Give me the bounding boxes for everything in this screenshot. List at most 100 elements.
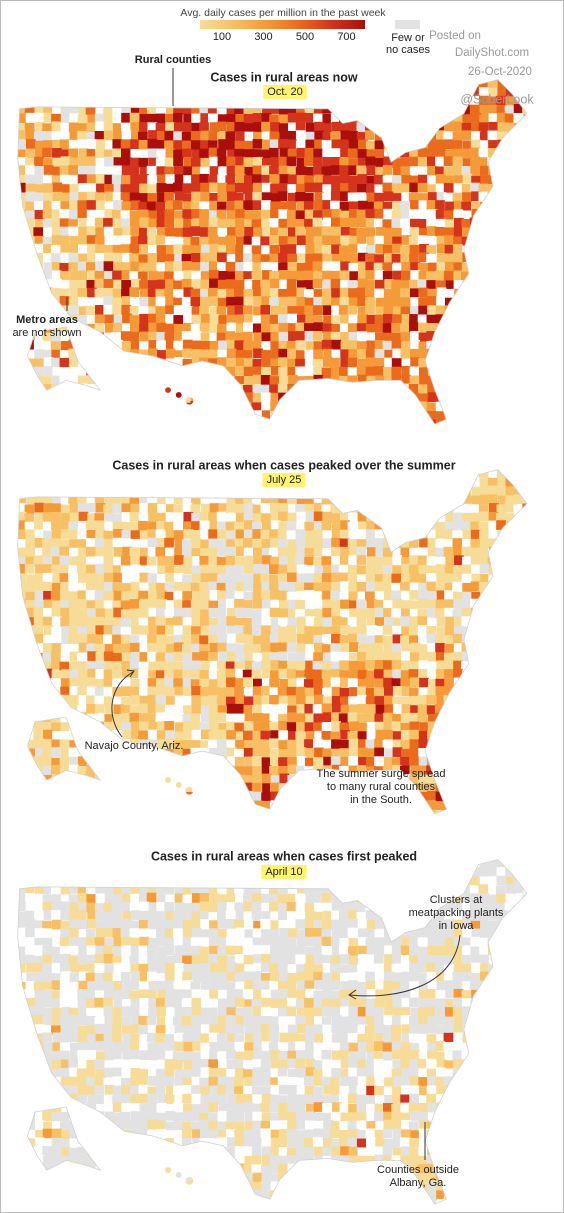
county-cell bbox=[182, 148, 192, 159]
county-cell bbox=[452, 512, 463, 523]
county-cell bbox=[148, 670, 158, 681]
county-cell bbox=[130, 503, 141, 514]
county-cell bbox=[87, 270, 98, 281]
county-cell bbox=[191, 608, 202, 618]
county-cell bbox=[340, 261, 350, 272]
county-cell bbox=[51, 113, 61, 124]
county-cell bbox=[59, 184, 70, 194]
county-cell bbox=[270, 209, 280, 220]
county-cell bbox=[69, 279, 80, 290]
county-cell bbox=[409, 314, 419, 324]
county-cell bbox=[391, 322, 401, 333]
county-cell bbox=[252, 182, 263, 193]
county-cell bbox=[419, 538, 429, 549]
county-cell bbox=[182, 494, 193, 505]
county-cell bbox=[104, 644, 115, 654]
county-cell bbox=[295, 130, 306, 140]
county-cell bbox=[261, 668, 272, 679]
county-cell bbox=[426, 235, 436, 246]
county-cell bbox=[59, 756, 70, 767]
county-cell bbox=[95, 582, 106, 593]
county-cell bbox=[52, 105, 62, 115]
county-cell bbox=[427, 323, 438, 333]
county-cell bbox=[86, 573, 97, 583]
county-cell bbox=[68, 565, 79, 575]
county-cell bbox=[235, 546, 246, 557]
county-cell bbox=[331, 600, 341, 610]
county-cell bbox=[338, 713, 349, 724]
county-cell bbox=[454, 555, 464, 566]
county-cell bbox=[104, 608, 115, 619]
county-cell bbox=[122, 729, 133, 740]
county-cell bbox=[313, 182, 324, 193]
county-cell bbox=[68, 219, 78, 229]
county-cell bbox=[313, 210, 323, 220]
county-cell bbox=[34, 756, 44, 766]
county-cell bbox=[60, 722, 71, 732]
county-cell bbox=[190, 157, 201, 168]
county-cell bbox=[200, 296, 210, 307]
county-cell bbox=[286, 686, 297, 697]
county-cell bbox=[157, 174, 167, 185]
county-cell bbox=[366, 670, 377, 680]
county-cell bbox=[419, 765, 429, 776]
county-cell bbox=[382, 635, 393, 646]
county-cell bbox=[252, 591, 263, 602]
county-cell bbox=[217, 590, 227, 601]
county-cell bbox=[295, 183, 306, 194]
county-cell bbox=[278, 138, 288, 149]
county-cell bbox=[111, 174, 122, 185]
county-cell bbox=[331, 324, 342, 334]
county-cell bbox=[392, 598, 403, 609]
county-cell bbox=[95, 173, 106, 184]
county-cell bbox=[129, 538, 140, 549]
county-cell bbox=[443, 546, 454, 557]
county-cell bbox=[278, 740, 289, 750]
county-cell bbox=[401, 358, 412, 369]
county-cell bbox=[261, 245, 271, 256]
county-cell bbox=[77, 314, 88, 325]
county-cell bbox=[50, 591, 61, 601]
county-cell bbox=[226, 495, 237, 505]
county-cell bbox=[252, 323, 263, 334]
county-cell bbox=[174, 323, 184, 334]
county-cell bbox=[78, 695, 89, 705]
county-cell bbox=[243, 175, 254, 185]
county-cell bbox=[217, 279, 228, 290]
county-cell bbox=[453, 503, 464, 514]
county-cell bbox=[269, 270, 279, 281]
county-cell bbox=[183, 607, 193, 618]
county-cell bbox=[94, 556, 105, 566]
county-cell bbox=[122, 670, 132, 680]
county-cell bbox=[461, 130, 472, 141]
county-cell bbox=[130, 668, 141, 679]
county-cell bbox=[296, 174, 307, 185]
county-cell bbox=[322, 175, 333, 186]
county-cell bbox=[129, 243, 140, 254]
county-cell bbox=[129, 599, 140, 609]
county-cell bbox=[225, 581, 236, 592]
county-cell bbox=[418, 668, 429, 679]
county-cell bbox=[235, 678, 246, 688]
county-cell bbox=[104, 521, 115, 532]
county-cell bbox=[375, 306, 386, 317]
county-cell bbox=[156, 520, 166, 531]
county-cell bbox=[33, 201, 44, 211]
county-cell bbox=[182, 574, 192, 585]
county-cell bbox=[130, 261, 141, 272]
county-cell bbox=[314, 520, 325, 531]
county-cell bbox=[295, 210, 306, 221]
county-cell bbox=[200, 530, 210, 541]
county-cell bbox=[243, 720, 254, 731]
county-cell bbox=[426, 253, 436, 264]
county-cell bbox=[69, 677, 80, 688]
county-cell bbox=[261, 165, 272, 176]
county-cell bbox=[304, 582, 314, 593]
county-cell bbox=[461, 201, 472, 212]
county-cell bbox=[374, 529, 385, 540]
county-cell bbox=[471, 201, 482, 212]
county-cell bbox=[121, 279, 131, 290]
county-cell bbox=[426, 695, 436, 705]
county-cell bbox=[156, 131, 167, 141]
county-cell bbox=[24, 104, 35, 115]
